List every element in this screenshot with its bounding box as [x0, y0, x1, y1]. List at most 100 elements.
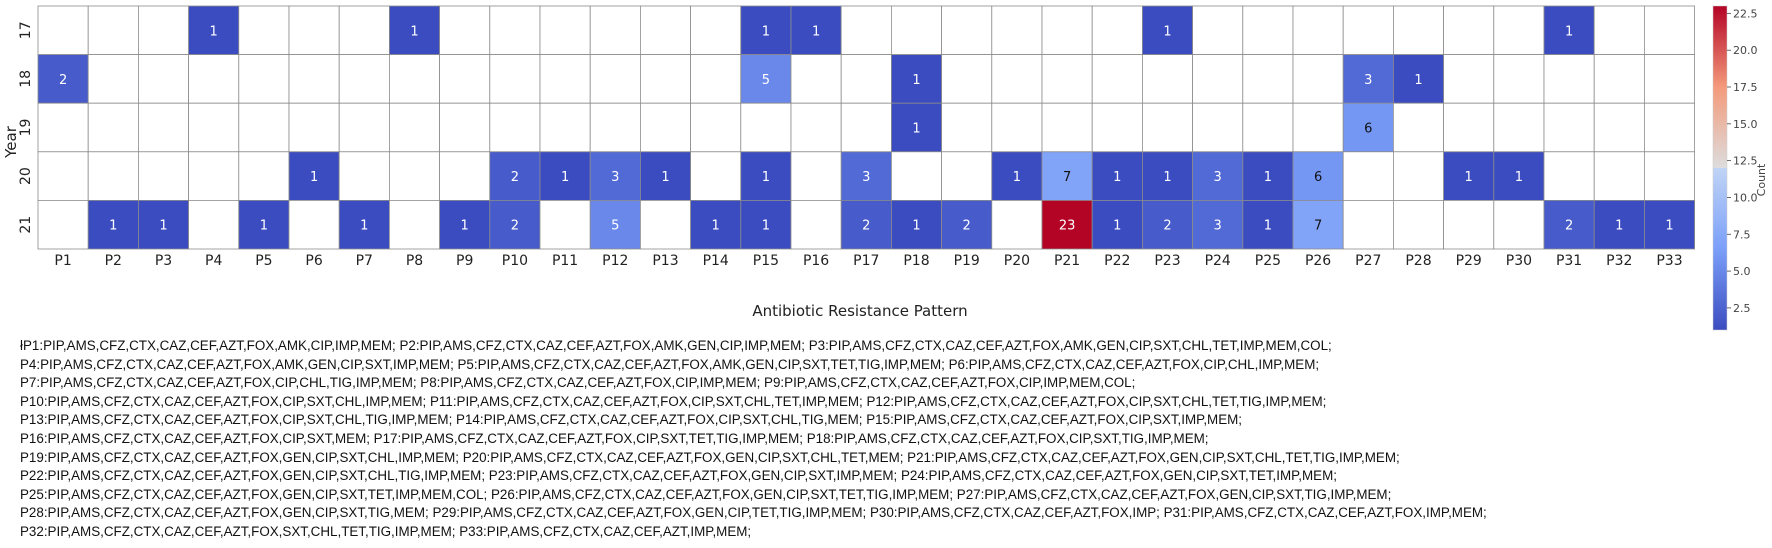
- colorbar-tick-labels: 2.5 5.0 7.5 10.0 12.5 15.0 17.5 20.0 22.5: [1727, 7, 1758, 315]
- cell-value-label: 3: [1214, 170, 1222, 185]
- heatmap-cell: [589, 151, 641, 201]
- heatmap-cell: [690, 199, 742, 250]
- cell-value-label: 1: [210, 24, 218, 39]
- heatmap-cell: [740, 151, 792, 201]
- heatmap-empty-cell: [589, 54, 641, 104]
- cell-value-label: 2: [1163, 219, 1171, 234]
- heatmap-empty-cell: [1242, 102, 1294, 153]
- heatmap-empty-cell: [891, 5, 943, 55]
- heatmap-empty-cell: [1142, 102, 1194, 153]
- cell-value-label: 1: [561, 170, 569, 185]
- heatmap-empty-cell: [37, 199, 89, 250]
- cell-value-label: 1: [1665, 219, 1673, 234]
- heatmap-empty-cell: [740, 102, 792, 153]
- heatmap-empty-cell: [1644, 151, 1696, 201]
- heatmap-cell: [1192, 199, 1244, 250]
- heatmap-empty-cell: [840, 102, 892, 153]
- x-tick-label: P33: [1656, 253, 1682, 269]
- heatmap-empty-cell: [1593, 5, 1645, 55]
- heatmap-empty-cell: [338, 54, 390, 104]
- cell-value-label: 1: [1163, 24, 1171, 39]
- cell-value-label: 23: [1059, 219, 1076, 234]
- x-tick-label: P21: [1054, 253, 1080, 269]
- heatmap-empty-cell: [1644, 5, 1696, 55]
- heatmap-cell: [489, 199, 541, 250]
- cell-value-label: 1: [109, 219, 117, 234]
- heatmap-empty-cell: [589, 102, 641, 153]
- x-tick-label: P17: [853, 253, 879, 269]
- colorbar-tick-label: 17.5: [1733, 81, 1758, 94]
- heatmap-empty-cell: [1192, 102, 1244, 153]
- heatmap-empty-cell: [388, 199, 440, 250]
- heatmap-empty-cell: [188, 102, 240, 153]
- heatmap-empty-cell: [991, 199, 1043, 250]
- heatmap-cell: [1091, 199, 1143, 250]
- pattern-legend-line: P10:PIP,AMS,CFZ,CTX,CAZ,CEF,AZT,FOX,CIP,…: [20, 393, 1327, 409]
- x-tick-label: P3: [155, 253, 172, 269]
- heatmap-empty-cell: [941, 54, 993, 104]
- heatmap-empty-cell: [690, 151, 742, 201]
- heatmap-empty-cell: [1142, 54, 1194, 104]
- heatmap-cell: [539, 151, 591, 201]
- heatmap-cell: [640, 151, 692, 201]
- heatmap-empty-cell: [137, 5, 189, 55]
- x-tick-label: P31: [1556, 253, 1582, 269]
- heatmap-empty-cell: [188, 199, 240, 250]
- heatmap-empty-cell: [539, 5, 591, 55]
- colorbar-tick-label: 2.5: [1733, 302, 1751, 315]
- y-tick-label: 17: [18, 21, 34, 39]
- y-tick-label: 18: [18, 70, 34, 88]
- heatmap-empty-cell: [1091, 102, 1143, 153]
- heatmap-empty-cell: [1443, 102, 1495, 153]
- cell-value-label: 1: [1264, 219, 1272, 234]
- x-tick-label: P14: [703, 253, 729, 269]
- heatmap-empty-cell: [539, 102, 591, 153]
- x-tick-label: P15: [753, 253, 779, 269]
- x-tick-label: P32: [1606, 253, 1632, 269]
- heatmap-cell: [288, 151, 340, 201]
- cell-value-label: 6: [1364, 122, 1372, 137]
- heatmap-cell: [1192, 151, 1244, 201]
- heatmap-empty-cell: [87, 102, 139, 153]
- heatmap-empty-cell: [1644, 54, 1696, 104]
- cell-value-label: 1: [410, 24, 418, 39]
- colorbar-tick-label: 5.0: [1733, 265, 1751, 278]
- heatmap-empty-cell: [1493, 102, 1545, 153]
- heatmap-empty-cell: [941, 102, 993, 153]
- x-tick-label: P26: [1305, 253, 1331, 269]
- heatmap-cell: [1443, 151, 1495, 201]
- x-tick-label: P18: [903, 253, 929, 269]
- pattern-legend-line: P25:PIP,AMS,CFZ,CTX,CAZ,CEF,AZT,FOX,GEN,…: [20, 486, 1392, 502]
- heatmap-cell: [1342, 54, 1394, 104]
- heatmap-empty-cell: [539, 54, 591, 104]
- heatmap-empty-cell: [790, 151, 842, 201]
- heatmap-empty-cell: [1041, 5, 1093, 55]
- heatmap-empty-cell: [1493, 54, 1545, 104]
- heatmap-empty-cell: [790, 102, 842, 153]
- heatmap-cell: [1644, 199, 1696, 250]
- heatmap-empty-cell: [137, 102, 189, 153]
- heatmap-empty-cell: [1342, 199, 1394, 250]
- x-tick-label: P24: [1205, 253, 1231, 269]
- heatmap-empty-cell: [539, 199, 591, 250]
- heatmap-empty-cell: [338, 102, 390, 153]
- heatmap-cell: [1242, 199, 1294, 250]
- heatmap-empty-cell: [87, 151, 139, 201]
- colorbar-tick-label: 22.5: [1733, 7, 1758, 20]
- cell-value-label: 2: [963, 219, 971, 234]
- x-tick-label: P4: [205, 253, 222, 269]
- x-tick-label: P27: [1355, 253, 1381, 269]
- heatmap-empty-cell: [288, 5, 340, 55]
- heatmap-empty-cell: [137, 151, 189, 201]
- heatmap-empty-cell: [238, 5, 290, 55]
- heatmap-cell: [388, 5, 440, 55]
- heatmap-empty-cell: [1192, 54, 1244, 104]
- y-tick-labels: 17 18 19 20 21: [18, 21, 34, 233]
- heatmap-empty-cell: [489, 102, 541, 153]
- heatmap-empty-cell: [288, 54, 340, 104]
- heatmap-empty-cell: [640, 5, 692, 55]
- pattern-legend-line: P16:PIP,AMS,CFZ,CTX,CAZ,CEF,AZT,FOX,CIP,…: [20, 430, 1209, 446]
- heatmap-empty-cell: [37, 102, 89, 153]
- cell-value-label: 3: [1364, 73, 1372, 88]
- heatmap-empty-cell: [1543, 54, 1595, 104]
